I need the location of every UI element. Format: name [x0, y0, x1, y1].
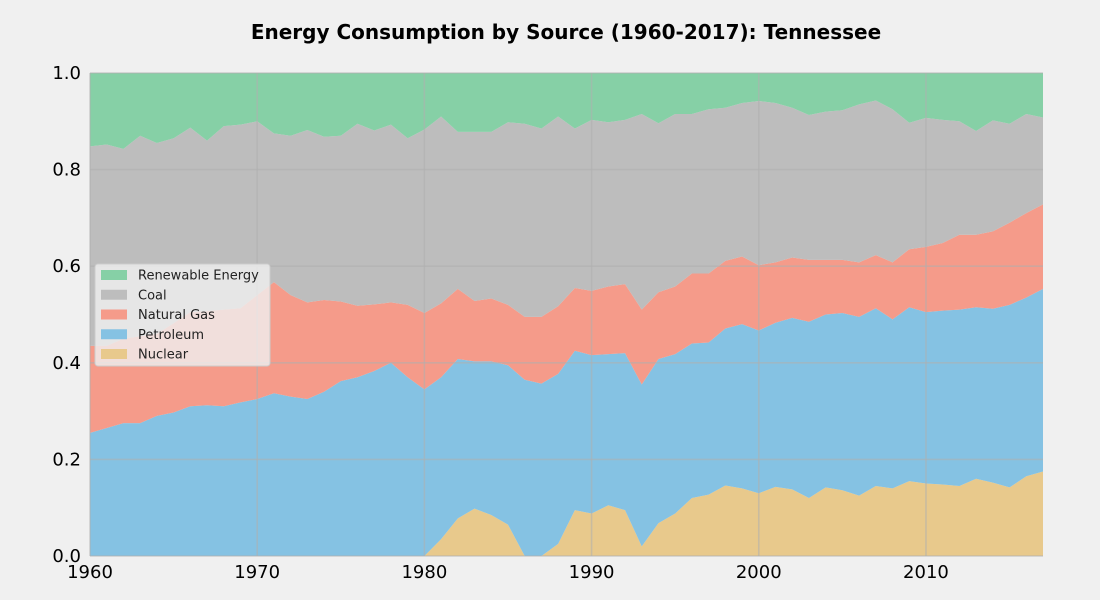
- y-tick-label: 0.8: [52, 160, 81, 181]
- legend: Renewable Energy Coal Natural Gas Petroleum…: [94, 263, 271, 367]
- y-tick-label: 0.2: [52, 449, 81, 470]
- legend-swatch-natural-gas: [101, 309, 127, 320]
- x-tick-label: 2010: [903, 562, 949, 583]
- x-tick-label: 1980: [401, 562, 447, 583]
- x-tick-label: 1990: [569, 562, 615, 583]
- legend-label-natural-gas: Natural Gas: [138, 308, 215, 323]
- legend-label-coal: Coal: [138, 288, 167, 303]
- legend-box: [94, 263, 271, 367]
- x-tick-label: 2000: [736, 562, 782, 583]
- y-tick-label: 0.4: [52, 353, 81, 374]
- legend-label-nuclear: Nuclear: [138, 348, 189, 363]
- y-tick-label: 1.0: [52, 63, 81, 84]
- legend-swatch-petroleum: [101, 329, 127, 340]
- x-tick-label: 1970: [234, 562, 280, 583]
- chart-title: Energy Consumption by Source (1960-2017)…: [251, 20, 881, 44]
- area-coal: [90, 100, 1043, 346]
- area-renewable-energy: [90, 73, 1043, 149]
- legend-swatch-nuclear: [101, 349, 127, 359]
- area-nuclear: [90, 471, 1043, 556]
- legend-swatch-renewable-energy: [101, 270, 127, 280]
- legend-label-petroleum: Petroleum: [138, 328, 204, 343]
- ticks-layer: 1960 1970 1980 1990 2000 2010 0.0 0.2 0.4 0.6 0.8 1…: [52, 63, 949, 583]
- x-tick-label: 1960: [67, 562, 113, 583]
- area-natural-gas: [90, 204, 1043, 433]
- legend-label-renewable-energy: Renewable Energy: [138, 269, 259, 284]
- area-petroleum: [90, 288, 1043, 556]
- areas-layer: [90, 73, 1043, 556]
- y-tick-label: 0.0: [52, 546, 81, 567]
- y-tick-label: 0.6: [52, 256, 81, 277]
- legend-swatch-coal: [101, 289, 127, 300]
